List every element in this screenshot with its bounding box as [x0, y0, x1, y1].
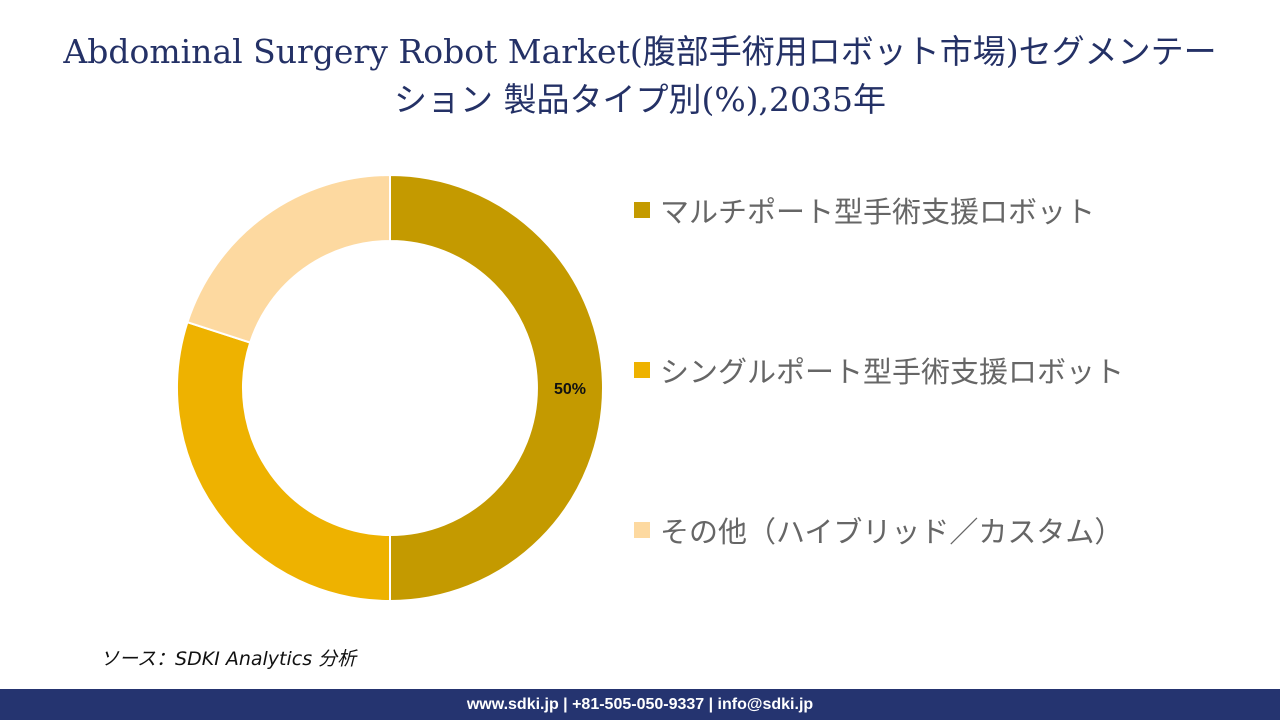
legend-swatch-3: [634, 522, 650, 538]
legend-label-1: マルチポート型手術支援ロボット: [660, 195, 1096, 229]
donut-slice-1: [389, 173, 604, 603]
legend-label-2: シングルポート型手術支援ロボット: [660, 355, 1125, 389]
footer-bar: www.sdki.jp | +81-505-050-9337 | info@sd…: [0, 689, 1280, 720]
legend-item-2: シングルポート型手術支援ロボット: [634, 340, 1124, 400]
legend-label-3: その他（ハイブリッド／カスタム）: [660, 515, 1124, 549]
footer-contact: www.sdki.jp | +81-505-050-9337 | info@sd…: [466, 696, 814, 713]
data-label-1: 50%: [554, 381, 586, 398]
legend-swatch-2: [634, 362, 650, 378]
donut-slice-3: [186, 173, 391, 344]
donut-chart: 50%: [176, 173, 604, 603]
chart-title-line-2: ション 製品タイプ別(%),2035年: [393, 80, 887, 119]
legend-item-1: マルチポート型手術支援ロボット: [634, 180, 1095, 240]
legend-item-3: その他（ハイブリッド／カスタム）: [634, 500, 1123, 560]
chart-title-line-1: Abdominal Surgery Robot Market(腹部手術用ロボット…: [63, 32, 1217, 71]
donut-slice-2: [176, 320, 391, 603]
source-note: ソース：SDKI Analytics 分析: [100, 648, 357, 670]
legend-swatch-1: [634, 202, 650, 218]
chart-title: Abdominal Surgery Robot Market(腹部手術用ロボット…: [20, 28, 1260, 124]
